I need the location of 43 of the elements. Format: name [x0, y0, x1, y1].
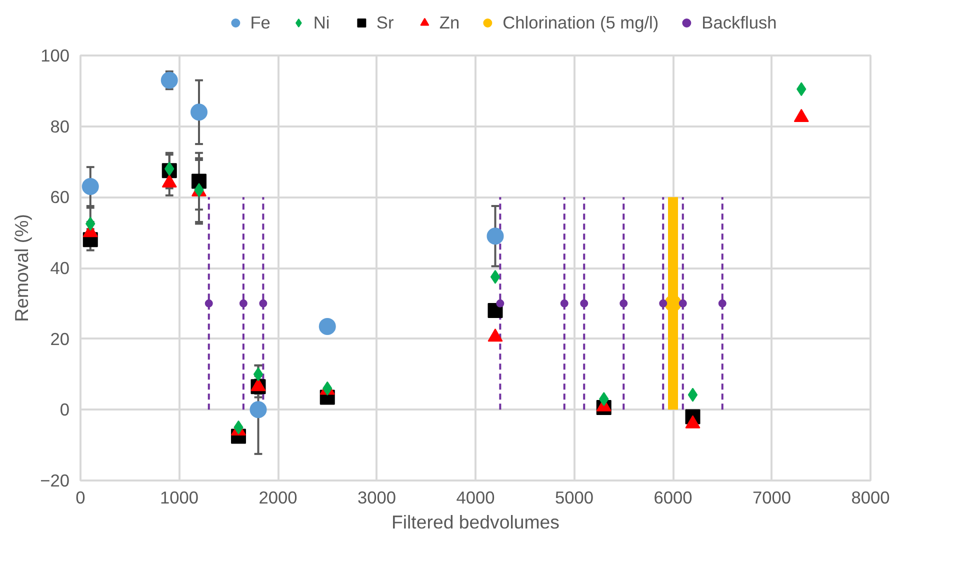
- point: [239, 299, 248, 308]
- x-tick-label: 3000: [357, 488, 396, 508]
- legend-label: Zn: [439, 12, 460, 33]
- y-tick-label: 60: [50, 187, 70, 208]
- point: [490, 270, 500, 284]
- x-tick-label: 7000: [752, 488, 792, 508]
- point: [204, 299, 213, 308]
- point: [486, 228, 504, 245]
- point: [620, 299, 628, 308]
- x-tick-label: 1000: [160, 488, 199, 508]
- x-tick-label: 2000: [258, 488, 298, 508]
- y-tick-label: 100: [40, 46, 70, 66]
- point: [318, 318, 336, 335]
- point: [259, 299, 268, 308]
- legend-label: Ni: [313, 12, 331, 33]
- y-tick-label: 40: [50, 258, 70, 278]
- point: [82, 178, 99, 196]
- point: [250, 401, 267, 418]
- x-axis-title: Filtered bedvolumes: [392, 512, 560, 532]
- point: [688, 388, 698, 402]
- x-tick-label: 8000: [851, 488, 890, 508]
- y-tick-label: −20: [40, 470, 70, 490]
- x-tick-label: 5000: [554, 488, 594, 508]
- point: [678, 299, 687, 308]
- legend-label: Backflush: [702, 12, 777, 33]
- point: [496, 299, 504, 308]
- y-tick-label: 0: [60, 400, 70, 420]
- point: [160, 72, 178, 89]
- point: [718, 299, 726, 308]
- x-tick-label: 4000: [456, 488, 495, 508]
- point: [192, 174, 206, 189]
- point: [659, 299, 668, 308]
- y-tick-label: 20: [50, 328, 70, 349]
- y-tick-label: 80: [50, 116, 70, 136]
- legend-label: Chlorination (5 mg/l): [502, 12, 659, 33]
- x-tick-label: 6000: [654, 488, 692, 508]
- x-tick-label: 0: [76, 488, 86, 508]
- y-axis-title: Removal (%): [11, 214, 32, 322]
- legend-label: Fe: [250, 12, 270, 33]
- point: [580, 299, 588, 308]
- point: [190, 104, 208, 121]
- legend-label: Sr: [376, 12, 395, 33]
- point: [560, 299, 568, 308]
